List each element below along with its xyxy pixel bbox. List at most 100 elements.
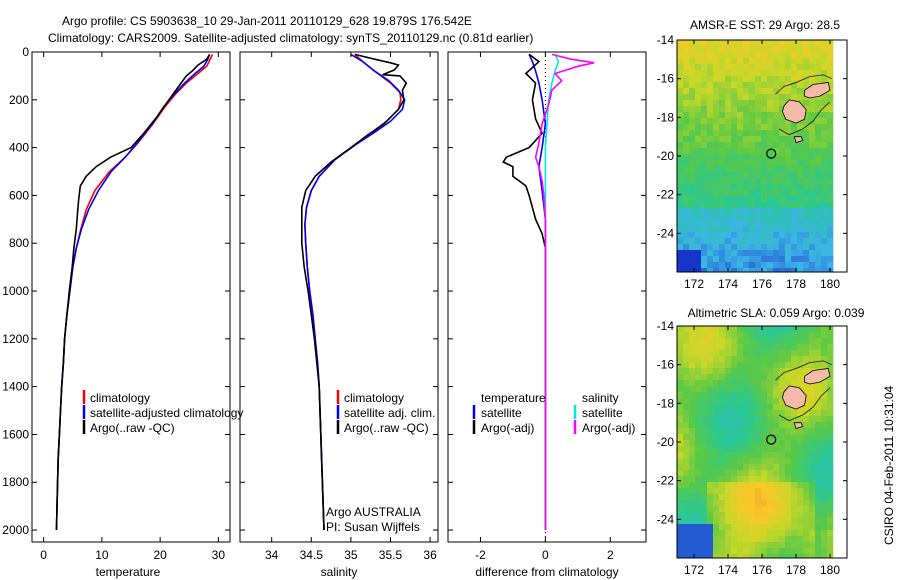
sst-map-cell — [713, 130, 719, 136]
sst-map-cell — [785, 70, 791, 76]
sst-map-cell — [761, 52, 767, 58]
sst-map-cell — [809, 124, 815, 130]
sst-map-cell — [815, 268, 821, 272]
sla-map-cell — [821, 476, 827, 482]
legend-sal-satellite-label: satellite — [582, 406, 623, 420]
salinity-xtick-label: 35 — [344, 548, 358, 562]
sla-map-cell — [749, 524, 755, 530]
sla-map-cell — [683, 548, 689, 554]
sst-map-cell — [725, 166, 731, 172]
sla-map-cell — [695, 530, 701, 536]
sst-map-cell — [773, 88, 779, 94]
sla-map-cell — [737, 494, 743, 500]
sla-map-cell — [755, 506, 761, 512]
sla-map-cell — [809, 404, 815, 410]
sst-map-cell — [701, 136, 707, 142]
sla-map-cell — [725, 476, 731, 482]
sst-map-cell — [695, 88, 701, 94]
sst-map-cell — [791, 40, 797, 46]
sst-map-cell — [719, 106, 725, 112]
sla-map-cell — [701, 368, 707, 374]
sst-map-cell — [683, 148, 689, 154]
sst-map-cell — [827, 214, 833, 220]
sla-map-cell — [773, 380, 779, 386]
sla-map-cell — [773, 500, 779, 506]
sla-map-cell — [731, 380, 737, 386]
sla-map-cell — [809, 446, 815, 452]
sla-map-cell — [725, 374, 731, 380]
sst-map-cell — [713, 46, 719, 52]
sla-map-cell — [701, 452, 707, 458]
sla-map-cell — [737, 392, 743, 398]
sla-map-cell — [677, 524, 683, 530]
sst-map-cell — [809, 154, 815, 160]
sla-map-cell — [683, 380, 689, 386]
sla-map-cell — [689, 416, 695, 422]
legend-satellite-label: satellite-adjusted climatology — [90, 406, 243, 420]
sla-map-cell — [827, 518, 833, 524]
sst-map-cell — [683, 256, 689, 262]
sst-map-cell — [701, 100, 707, 106]
sst-map-cell — [713, 208, 719, 214]
sst-map-cell — [743, 100, 749, 106]
sst-map-cell — [707, 238, 713, 244]
sla-map-cell — [809, 398, 815, 404]
sst-map-cell — [827, 148, 833, 154]
sla-map-cell — [737, 446, 743, 452]
sst-map-cell — [683, 238, 689, 244]
sst-map-cell — [683, 244, 689, 250]
sst-map-cell — [731, 154, 737, 160]
sla-map-cell — [785, 350, 791, 356]
sla-map-cell — [803, 452, 809, 458]
sst-map-cell — [803, 118, 809, 124]
sst-map-cell — [695, 244, 701, 250]
sst-map-cell — [803, 154, 809, 160]
sst-map-cell — [719, 202, 725, 208]
sst-map-cell — [797, 202, 803, 208]
sst-map-cell — [677, 184, 683, 190]
sla-map-cell — [773, 476, 779, 482]
sst-map-cell — [785, 190, 791, 196]
sst-map-cell — [731, 136, 737, 142]
sla-map-cell — [719, 536, 725, 542]
sla-map-cell — [737, 410, 743, 416]
sst-map-cell — [737, 238, 743, 244]
sst-map-cell — [725, 262, 731, 268]
sst-map-cell — [683, 52, 689, 58]
sst-map-cell — [791, 148, 797, 154]
sst-map-cell — [767, 256, 773, 262]
sst-map-cell — [809, 202, 815, 208]
sst-map-cell — [803, 262, 809, 268]
sla-map-cell — [749, 356, 755, 362]
sst-map-cell — [749, 244, 755, 250]
sst-map-cell — [695, 232, 701, 238]
sst-map-cell — [761, 82, 767, 88]
sst-map-cell — [779, 106, 785, 112]
sla-map-cell — [827, 506, 833, 512]
sla-map-cell — [749, 464, 755, 470]
difference-xlabel: difference from climatology — [475, 565, 618, 579]
sst-map-cell — [821, 130, 827, 136]
sla-map-cell — [743, 446, 749, 452]
sla-map-cell — [749, 374, 755, 380]
sst-map-cell — [719, 118, 725, 124]
sla-map-cell — [773, 350, 779, 356]
sla-map-cell — [677, 434, 683, 440]
sla-map-cell — [677, 470, 683, 476]
sla-map-cell — [767, 512, 773, 518]
sst-map-cell — [701, 64, 707, 70]
sst-map-cell — [791, 262, 797, 268]
sla-map-cell — [719, 374, 725, 380]
sst-map-cell — [719, 166, 725, 172]
sla-map-cell — [785, 548, 791, 554]
sst-map-cell — [809, 208, 815, 214]
sst-map-cell — [755, 232, 761, 238]
sla-map-cell — [761, 326, 767, 332]
sst-map-cell — [755, 226, 761, 232]
sst-map-cell — [803, 46, 809, 52]
sla-map-cell — [707, 440, 713, 446]
sst-map-cell — [737, 70, 743, 76]
sla-map-cell — [755, 428, 761, 434]
sla-map-cell — [719, 482, 725, 488]
sla-map-cell — [779, 350, 785, 356]
